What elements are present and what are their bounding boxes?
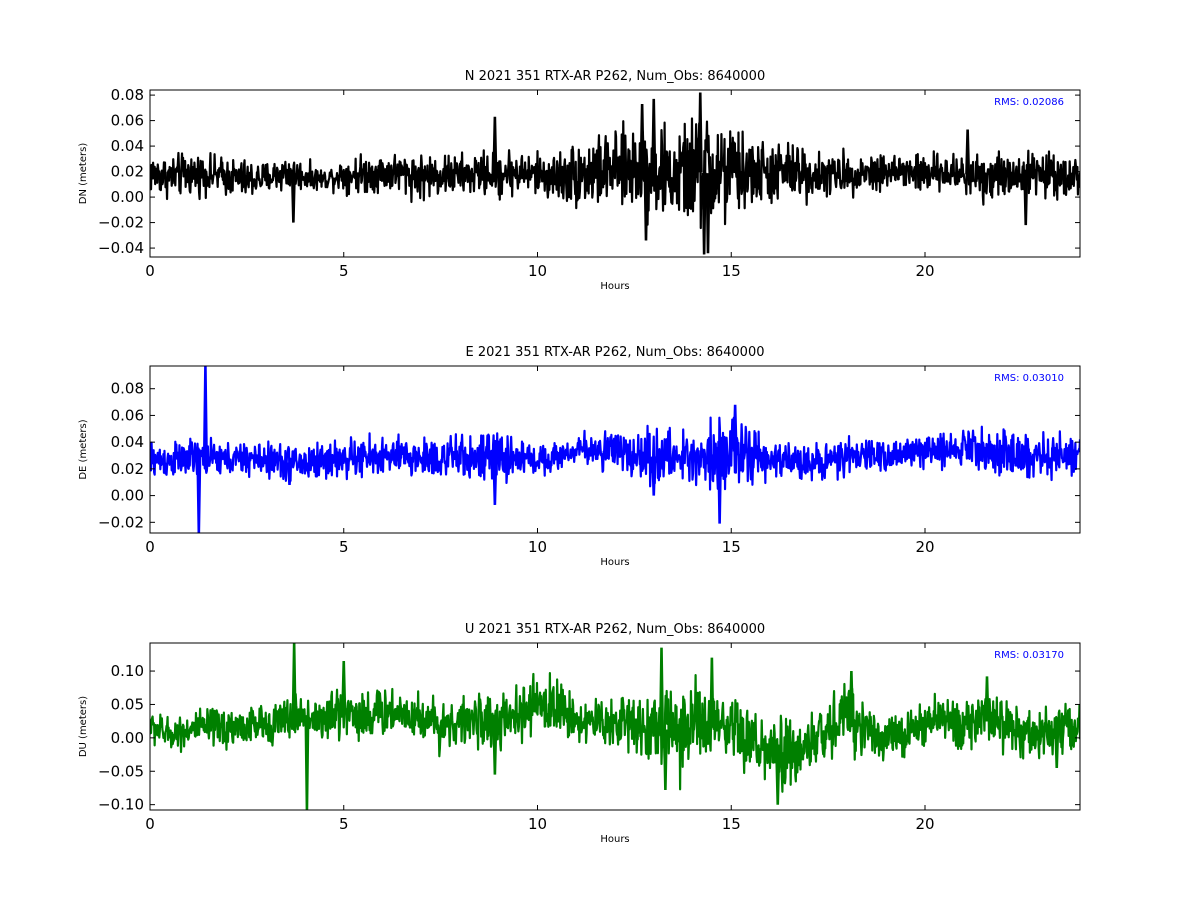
series-spike (304, 715, 310, 810)
series-spike (651, 456, 657, 496)
y-tick-label: −0.10 (98, 796, 144, 814)
x-tick-label: 20 (915, 262, 934, 280)
y-axis-label: DE (meters) (78, 419, 89, 479)
series-spike (287, 462, 292, 485)
y-tick-label: 0.02 (111, 460, 144, 478)
series-spike (848, 671, 854, 716)
x-tick-label: 5 (339, 815, 349, 833)
x-tick-label: 15 (722, 262, 741, 280)
series-spike (984, 676, 990, 722)
subplot-3: U 2021 351 RTX-AR P262, Num_Obs: 8640000… (78, 622, 1081, 845)
rms-annotation: RMS: 0.02086 (994, 97, 1064, 108)
y-axis-label: DU (meters) (78, 696, 89, 757)
series-spike (643, 168, 649, 241)
subplot-1: N 2021 351 RTX-AR P262, Num_Obs: 8640000… (78, 69, 1081, 292)
x-tick-label: 15 (722, 815, 741, 833)
x-tick-label: 15 (722, 538, 741, 556)
x-axis-label: Hours (600, 281, 629, 292)
x-tick-label: 0 (145, 815, 155, 833)
x-tick-label: 5 (339, 262, 349, 280)
x-tick-label: 0 (145, 262, 155, 280)
series-spike (662, 729, 668, 790)
series-spike (775, 755, 781, 805)
y-tick-label: 0.00 (111, 487, 144, 505)
series-spike (651, 98, 657, 171)
series-spike (732, 404, 738, 452)
y-tick-label: 0.06 (111, 112, 144, 130)
series-spike (659, 647, 664, 730)
y-tick-label: 0.02 (111, 163, 144, 181)
series-spike (701, 172, 707, 255)
axes-frame (149, 642, 1081, 811)
rms-annotation: RMS: 0.03010 (994, 373, 1064, 384)
x-axis-label: Hours (600, 834, 629, 845)
x-tick-label: 10 (528, 815, 547, 833)
series-trace (150, 416, 1080, 491)
axes-frame (149, 89, 1081, 258)
series-spike (341, 661, 347, 710)
series-spike (965, 129, 971, 175)
y-tick-label: −0.04 (98, 239, 144, 257)
y-tick-label: −0.02 (98, 214, 144, 232)
series-spike (1054, 729, 1060, 768)
y-tick-label: 0.05 (111, 695, 144, 713)
x-tick-label: 0 (145, 538, 155, 556)
y-tick-label: 0.00 (111, 729, 144, 747)
x-tick-label: 5 (339, 538, 349, 556)
y-tick-label: 0.10 (111, 662, 144, 680)
x-tick-label: 10 (528, 538, 547, 556)
subplot-title: E 2021 351 RTX-AR P262, Num_Obs: 8640000 (466, 345, 765, 360)
y-tick-label: −0.02 (98, 513, 144, 531)
axes-frame (149, 365, 1081, 534)
series-spike (492, 458, 498, 505)
x-tick-label: 10 (528, 262, 547, 280)
subplot-title: N 2021 351 RTX-AR P262, Num_Obs: 8640000 (465, 69, 765, 84)
series-spike (717, 451, 723, 524)
series-spike (291, 643, 297, 718)
x-tick-label: 20 (915, 538, 934, 556)
y-axis-label: DN (meters) (78, 143, 89, 205)
series-spike (492, 116, 498, 173)
series-spike (697, 92, 703, 173)
series-spike (492, 723, 498, 775)
y-tick-label: 0.04 (111, 433, 144, 451)
y-tick-label: −0.05 (98, 762, 144, 780)
y-tick-label: 0.06 (111, 406, 144, 424)
series-spike (290, 174, 296, 223)
subplot-title: U 2021 351 RTX-AR P262, Num_Obs: 8640000 (465, 622, 765, 637)
x-axis-label: Hours (600, 557, 629, 568)
series-spike (202, 366, 208, 459)
subplot-2: E 2021 351 RTX-AR P262, Num_Obs: 8640000… (78, 345, 1081, 568)
series-spike (639, 103, 645, 169)
series-spike (705, 173, 711, 254)
rms-annotation: RMS: 0.03170 (994, 650, 1064, 661)
y-tick-label: 0.08 (111, 380, 144, 398)
series-spike (709, 657, 715, 728)
series-spike (196, 458, 202, 533)
series-trace (150, 117, 1080, 230)
y-tick-label: 0.04 (111, 137, 144, 155)
series-spike (1023, 173, 1029, 226)
y-tick-label: 0.00 (111, 188, 144, 206)
x-tick-label: 20 (915, 815, 934, 833)
y-tick-label: 0.08 (111, 86, 144, 104)
